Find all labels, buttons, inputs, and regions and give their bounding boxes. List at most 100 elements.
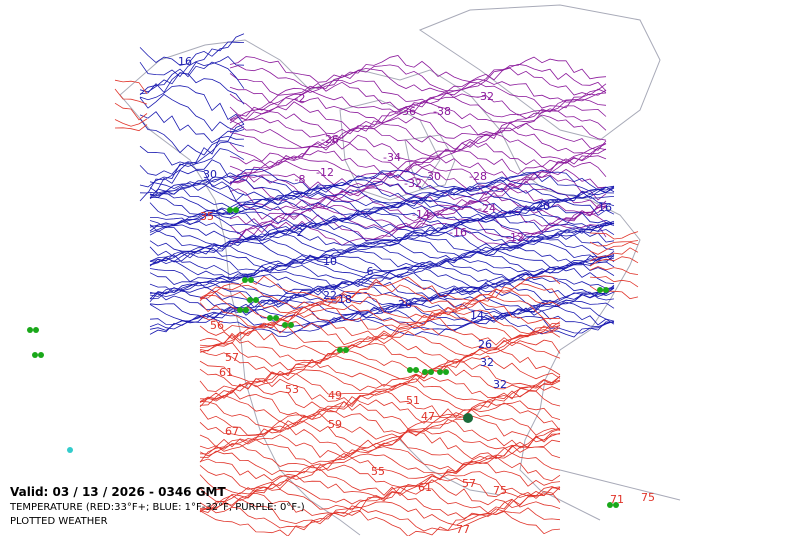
contour-label: 22 (323, 289, 337, 302)
isotherm (199, 334, 561, 365)
caribbean (559, 469, 681, 501)
isotherm (199, 456, 561, 482)
precip-dot (67, 447, 73, 453)
weather-symbols (27, 207, 619, 508)
contour-label: 61 (219, 366, 233, 379)
precip-dot (443, 369, 449, 375)
precip-dot (247, 297, 253, 303)
isotherm (149, 247, 615, 271)
isotherm (230, 167, 607, 196)
isotherm (229, 96, 607, 124)
precip-dot (603, 287, 609, 293)
contour-label: 77 (456, 523, 470, 536)
isotherm (139, 85, 245, 125)
isotherm (199, 378, 561, 406)
precip-dot (233, 207, 239, 213)
isotherm (199, 275, 561, 304)
precip-dot (227, 207, 233, 213)
contour-label: 18 (338, 293, 352, 306)
contour-label: 71 (610, 493, 624, 506)
contour-label: 57 (462, 477, 476, 490)
isotherm (199, 394, 561, 424)
contour-label: -28 (469, 170, 487, 183)
isotherm (199, 408, 561, 437)
contour-label: 56 (210, 319, 224, 332)
contour-label: 14 (470, 309, 484, 322)
isotherm (149, 279, 615, 300)
isotherm (199, 288, 561, 316)
isotherm (149, 310, 615, 335)
precip-dot (253, 297, 259, 303)
isotherm (149, 205, 615, 229)
contour-label: 32 (480, 356, 494, 369)
precip-dot (413, 367, 419, 373)
isotherm (199, 431, 561, 460)
contour-label: 51 (406, 394, 420, 407)
isotherm (199, 443, 561, 473)
isotherm (139, 135, 245, 166)
isotherm (199, 355, 561, 382)
isotherm (229, 160, 607, 189)
isotherm (199, 372, 561, 400)
isotherm (199, 317, 561, 346)
precip-dot (288, 322, 294, 328)
isotherm (229, 172, 607, 202)
isotherm (199, 294, 561, 322)
isotherm (199, 475, 561, 503)
isotherm (199, 450, 561, 476)
contour-label: -12 (316, 166, 334, 179)
isotherm (139, 141, 245, 176)
valid-time: Valid: 03 / 13 / 2026 - 0346 GMT (10, 485, 226, 499)
contour-label: -8 (295, 173, 306, 186)
isotherm (199, 365, 561, 392)
isotherm (589, 266, 639, 275)
isotherm (199, 425, 561, 455)
precip-dot (243, 307, 249, 313)
isotherm (149, 209, 615, 233)
contour-label: 59 (328, 418, 342, 431)
isotherm (229, 55, 607, 83)
isotherm (149, 171, 615, 197)
precip-dot (337, 347, 343, 353)
isotherm (139, 111, 245, 144)
contour-label: 55 (371, 465, 385, 478)
isotherm (199, 438, 561, 466)
precip-dot (27, 327, 33, 333)
isotherm (149, 285, 615, 308)
coast (119, 94, 361, 536)
isotherm (149, 194, 615, 217)
isotherm (114, 124, 148, 132)
isotherm (149, 176, 615, 200)
isotherm (114, 79, 148, 95)
precip-dot (32, 352, 38, 358)
contour-label: 10 (323, 255, 337, 268)
weather-legend: PLOTTED WEATHER (10, 516, 108, 527)
precip-dot (437, 369, 443, 375)
isotherm (229, 199, 607, 229)
contour-label: 67 (225, 425, 239, 438)
isotherm (149, 239, 615, 264)
contour-label: 16 (598, 201, 612, 214)
isotherm (149, 265, 615, 290)
contour-label: -14 (412, 208, 430, 221)
isotherm (114, 118, 148, 127)
contour-label: -12 (506, 231, 524, 244)
isotherm (229, 220, 607, 246)
contour-label: 57 (225, 351, 239, 364)
isotherm (199, 382, 561, 411)
isotherm (149, 243, 615, 267)
isotherm (229, 80, 607, 105)
contour-label: 35 (200, 210, 214, 223)
precip-dot (237, 307, 243, 313)
isotherm (229, 114, 607, 144)
isotherm (589, 276, 639, 288)
isotherm (199, 461, 561, 490)
isotherm (229, 89, 607, 117)
contour-label: 20 (536, 200, 550, 213)
contour-label: -30 (423, 170, 441, 183)
isotherm (149, 168, 615, 193)
contour-label: 26 (478, 338, 492, 351)
contour-label: -36 (398, 105, 416, 118)
thunder-symbol (463, 413, 473, 423)
